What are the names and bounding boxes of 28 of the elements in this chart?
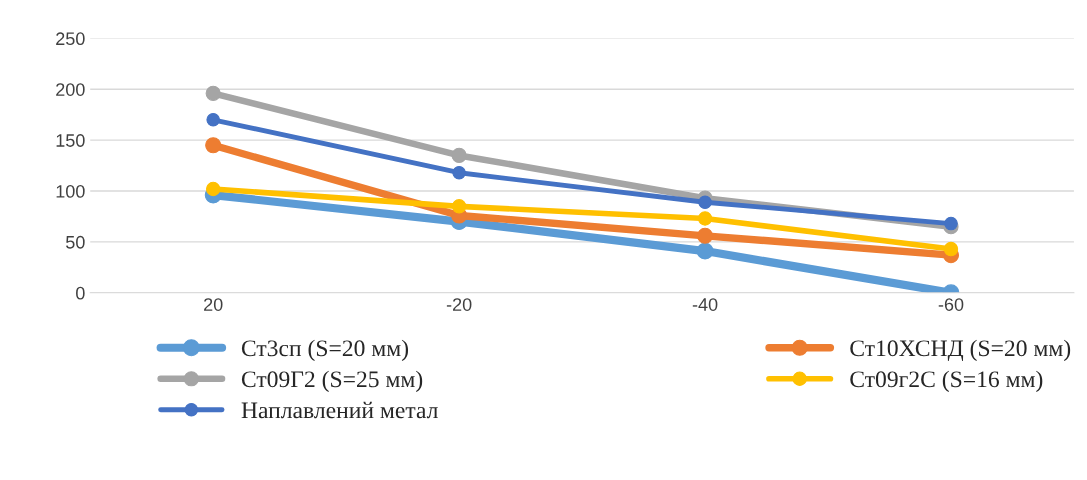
point (943, 241, 959, 257)
point (206, 181, 221, 197)
x-tick-label: -20 (446, 298, 472, 311)
y-tick-label: 150 (56, 134, 85, 147)
point (205, 85, 221, 101)
point (452, 165, 466, 180)
point (696, 242, 714, 260)
x-tick-label: 20 (204, 298, 223, 311)
point (451, 199, 467, 214)
x-tick-label: -40 (692, 298, 718, 311)
legend-label: Ст10ХСНД (S=20 мм) (850, 339, 1071, 362)
y-tick-label: 200 (56, 83, 85, 96)
point (451, 147, 467, 164)
legend-label: Наплавлений метал (241, 401, 438, 419)
point (697, 227, 714, 244)
y-tick-label: 50 (66, 235, 85, 249)
x-tick-label: -60 (938, 298, 964, 311)
legend-label: Ст09г2С (S=16 мм) (850, 370, 1043, 393)
y-tick-label: 100 (56, 184, 85, 198)
y-tick-label: 0 (76, 286, 85, 300)
point (698, 195, 712, 209)
legend-label: Ст3сп (S=20 мм) (241, 339, 409, 362)
point (206, 113, 220, 127)
point (697, 211, 713, 226)
y-tick-label: 250 (56, 32, 85, 46)
legend-label: Ст09Г2 (S=25 мм) (241, 370, 423, 393)
point (205, 137, 222, 154)
point (944, 216, 958, 231)
